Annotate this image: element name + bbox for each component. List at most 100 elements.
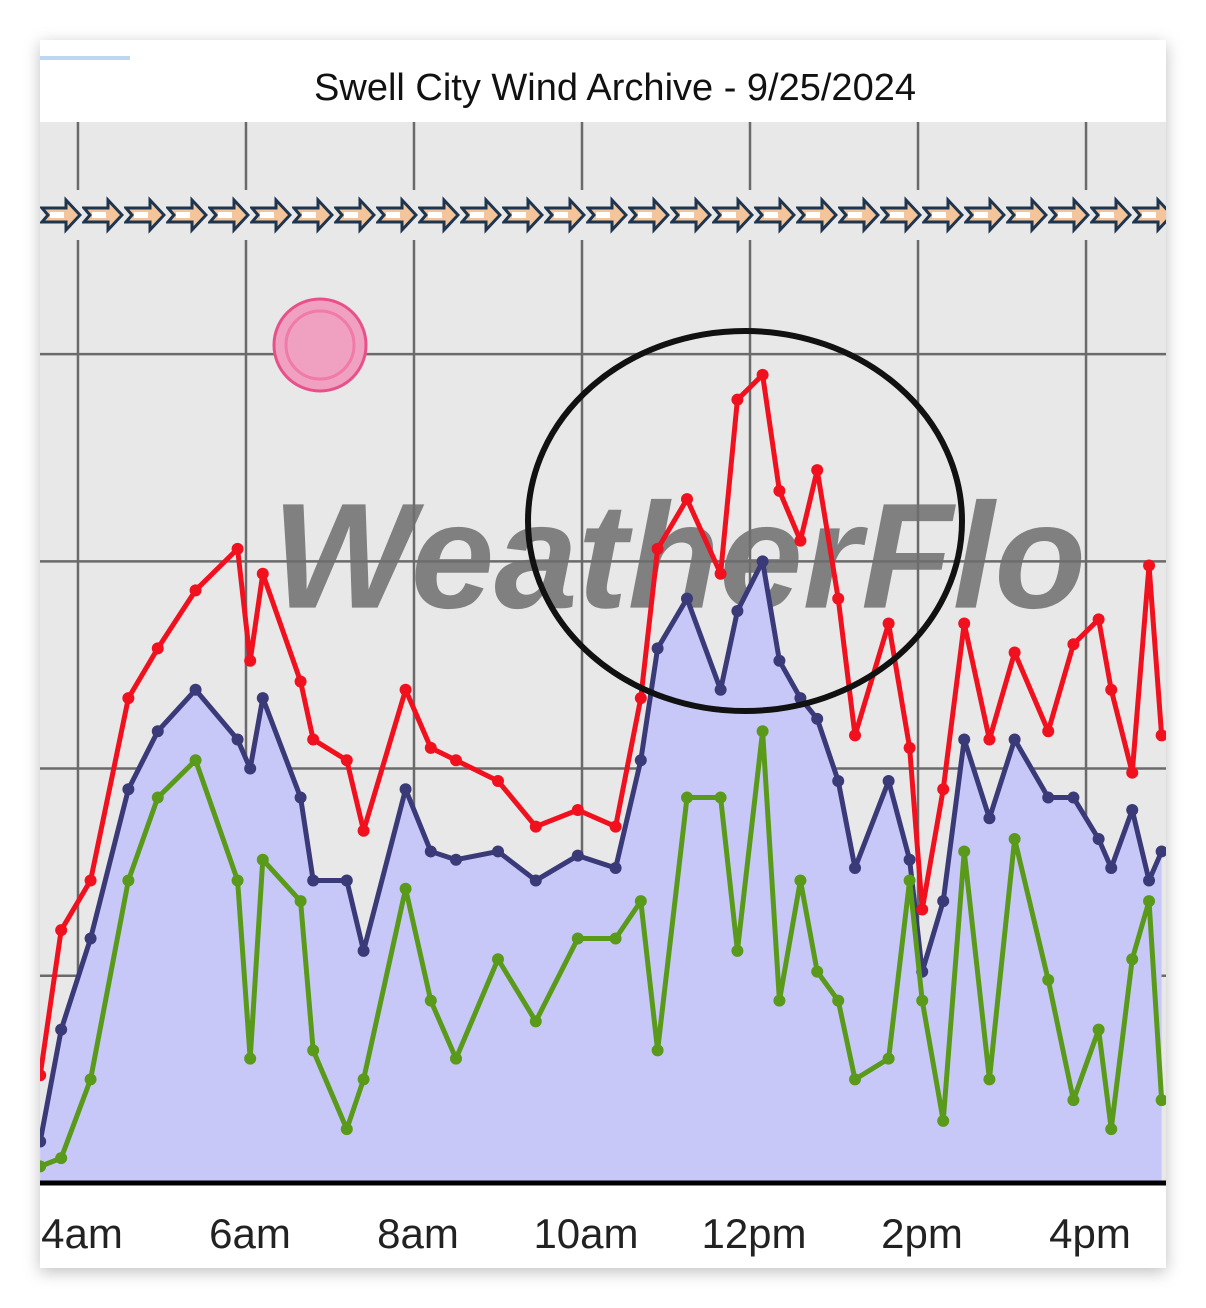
data-point xyxy=(491,845,504,858)
data-point xyxy=(340,1123,353,1136)
tab-indicator xyxy=(40,56,130,60)
data-point xyxy=(773,994,786,1007)
data-point xyxy=(122,874,135,887)
data-point xyxy=(357,824,370,837)
data-point xyxy=(55,1023,68,1036)
data-point xyxy=(811,965,824,978)
data-point xyxy=(1008,646,1021,659)
data-point xyxy=(1143,874,1156,887)
data-point xyxy=(811,712,824,725)
data-point xyxy=(122,692,135,705)
data-point xyxy=(903,874,916,887)
data-point xyxy=(849,1073,862,1086)
data-point xyxy=(55,1152,68,1165)
data-point xyxy=(773,484,786,497)
data-point xyxy=(231,542,244,555)
data-point xyxy=(122,783,135,796)
data-point xyxy=(84,932,97,945)
data-point xyxy=(151,725,164,738)
data-point xyxy=(231,733,244,746)
data-point xyxy=(811,464,824,477)
data-point xyxy=(529,1015,542,1028)
data-point xyxy=(756,368,769,381)
data-point xyxy=(609,862,622,875)
data-point xyxy=(849,862,862,875)
x-tick-label: 10am xyxy=(533,1210,638,1257)
data-point xyxy=(571,849,584,862)
data-point xyxy=(571,932,584,945)
data-point xyxy=(1042,725,1055,738)
data-point xyxy=(84,874,97,887)
data-point xyxy=(1126,766,1139,779)
data-point xyxy=(773,654,786,667)
data-point xyxy=(681,592,694,605)
data-point xyxy=(958,733,971,746)
data-point xyxy=(634,895,647,908)
data-point xyxy=(651,542,664,555)
data-point xyxy=(307,1044,320,1057)
x-tick-label: 4pm xyxy=(1049,1210,1131,1257)
data-point xyxy=(1105,862,1118,875)
data-point xyxy=(882,1052,895,1065)
data-point xyxy=(983,1073,996,1086)
data-point xyxy=(1105,1123,1118,1136)
data-point xyxy=(882,617,895,630)
data-point xyxy=(357,1073,370,1086)
data-point xyxy=(1143,559,1156,572)
data-point xyxy=(849,729,862,742)
chart-title: Swell City Wind Archive - 9/25/2024 xyxy=(314,67,916,109)
data-point xyxy=(571,803,584,816)
data-point xyxy=(189,584,202,597)
data-point xyxy=(1067,638,1080,651)
touch-indicator-ring xyxy=(284,309,356,381)
data-point xyxy=(294,791,307,804)
data-point xyxy=(424,845,437,858)
data-point xyxy=(681,791,694,804)
data-point xyxy=(424,741,437,754)
data-point xyxy=(882,774,895,787)
data-point xyxy=(794,534,807,547)
data-point xyxy=(244,762,257,775)
data-point xyxy=(832,994,845,1007)
data-point xyxy=(55,924,68,937)
data-point xyxy=(1042,973,1055,986)
data-point xyxy=(1105,683,1118,696)
touch-indicator xyxy=(272,297,368,393)
data-point xyxy=(340,754,353,767)
data-point xyxy=(399,882,412,895)
x-tick-label: 6am xyxy=(209,1210,291,1257)
data-point xyxy=(832,774,845,787)
x-tick-label: 12pm xyxy=(701,1210,806,1257)
data-point xyxy=(40,1069,47,1082)
data-point xyxy=(634,754,647,767)
area xyxy=(40,561,1162,1183)
data-point xyxy=(1143,895,1156,908)
data-point xyxy=(40,1135,47,1148)
data-point xyxy=(958,845,971,858)
data-point xyxy=(84,1073,97,1086)
data-point xyxy=(1126,803,1139,816)
x-tick-label: 4am xyxy=(41,1210,123,1257)
data-point xyxy=(832,592,845,605)
data-point xyxy=(916,903,929,916)
data-point xyxy=(714,683,727,696)
data-point xyxy=(1092,613,1105,626)
data-point xyxy=(256,692,269,705)
data-point xyxy=(651,1044,664,1057)
data-point xyxy=(916,994,929,1007)
data-point xyxy=(449,754,462,767)
data-point xyxy=(151,642,164,655)
data-point xyxy=(1126,953,1139,966)
data-point xyxy=(491,953,504,966)
data-point xyxy=(983,812,996,825)
data-point xyxy=(1042,791,1055,804)
data-point xyxy=(491,774,504,787)
data-point xyxy=(937,895,950,908)
data-point xyxy=(731,393,744,406)
data-point xyxy=(1155,845,1166,858)
data-point xyxy=(231,874,244,887)
wind-direction-row xyxy=(40,190,1166,240)
data-point xyxy=(651,642,664,655)
data-point xyxy=(340,874,353,887)
